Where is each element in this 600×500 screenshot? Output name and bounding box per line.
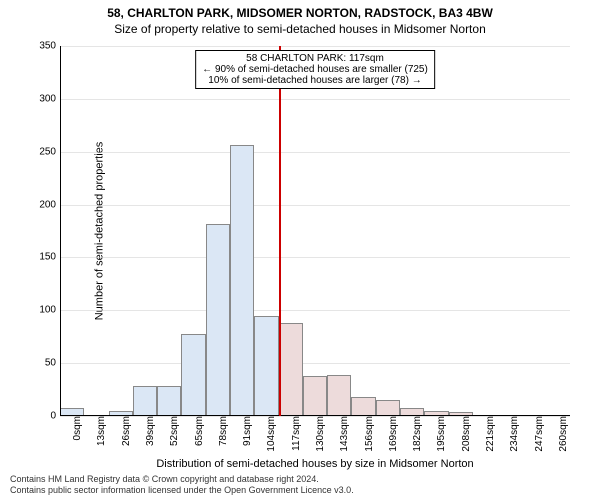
x-tick-label: 78sqm xyxy=(216,416,229,446)
x-tick-label: 169sqm xyxy=(386,416,399,452)
histogram-bar xyxy=(254,316,278,416)
histogram-bar xyxy=(230,145,254,416)
grid-line xyxy=(60,152,570,153)
histogram-bar xyxy=(206,224,230,416)
x-tick-label: 39sqm xyxy=(143,416,156,446)
chart-title: 58, CHARLTON PARK, MIDSOMER NORTON, RADS… xyxy=(0,6,600,20)
grid-line xyxy=(60,46,570,47)
chart-subtitle: Size of property relative to semi-detach… xyxy=(0,22,600,36)
x-axis-line xyxy=(60,415,570,416)
x-tick-label: 182sqm xyxy=(410,416,423,452)
annotation-box: 58 CHARLTON PARK: 117sqm← 90% of semi-de… xyxy=(195,50,435,89)
histogram-bar xyxy=(181,334,205,416)
x-tick-label: 91sqm xyxy=(240,416,253,446)
x-tick-label: 260sqm xyxy=(556,416,569,452)
y-tick-label: 50 xyxy=(45,358,60,369)
footer-attribution: Contains HM Land Registry data © Crown c… xyxy=(10,474,354,496)
grid-line xyxy=(60,310,570,311)
y-tick-label: 300 xyxy=(39,93,60,104)
y-tick-label: 250 xyxy=(39,146,60,157)
grid-line xyxy=(60,257,570,258)
x-tick-label: 65sqm xyxy=(192,416,205,446)
histogram-bar xyxy=(327,375,351,416)
grid-line xyxy=(60,363,570,364)
x-tick-label: 234sqm xyxy=(507,416,520,452)
grid-line xyxy=(60,99,570,100)
x-tick-label: 130sqm xyxy=(313,416,326,452)
histogram-bar xyxy=(133,386,157,416)
histogram-bar xyxy=(351,397,375,416)
x-tick-label: 0sqm xyxy=(70,416,83,440)
y-tick-label: 350 xyxy=(39,41,60,52)
footer-line-2: Contains public sector information licen… xyxy=(10,485,354,496)
x-tick-label: 26sqm xyxy=(119,416,132,446)
x-tick-label: 13sqm xyxy=(94,416,107,446)
x-tick-label: 52sqm xyxy=(167,416,180,446)
x-tick-label: 143sqm xyxy=(337,416,350,452)
annotation-line: ← 90% of semi-detached houses are smalle… xyxy=(202,64,428,75)
x-tick-label: 247sqm xyxy=(532,416,545,452)
x-tick-label: 117sqm xyxy=(289,416,302,451)
reference-line xyxy=(279,46,281,416)
annotation-line: 58 CHARLTON PARK: 117sqm xyxy=(202,53,428,64)
y-tick-label: 0 xyxy=(50,411,60,422)
y-tick-label: 150 xyxy=(39,252,60,263)
grid-line xyxy=(60,205,570,206)
histogram-bar xyxy=(376,400,400,416)
footer-line-1: Contains HM Land Registry data © Crown c… xyxy=(10,474,354,485)
y-tick-label: 200 xyxy=(39,199,60,210)
annotation-line: 10% of semi-detached houses are larger (… xyxy=(202,75,428,86)
x-tick-label: 221sqm xyxy=(483,416,496,452)
x-tick-label: 208sqm xyxy=(459,416,472,452)
x-tick-label: 195sqm xyxy=(434,416,447,452)
chart-plot-area: Number of semi-detached properties 05010… xyxy=(60,46,570,416)
x-axis-label: Distribution of semi-detached houses by … xyxy=(156,458,473,470)
y-tick-label: 100 xyxy=(39,305,60,316)
histogram-bar xyxy=(157,386,181,416)
histogram-bar xyxy=(279,323,303,416)
x-tick-label: 104sqm xyxy=(264,416,277,452)
y-axis-line xyxy=(60,46,61,416)
histogram-bar xyxy=(303,376,327,416)
x-tick-label: 156sqm xyxy=(362,416,375,452)
